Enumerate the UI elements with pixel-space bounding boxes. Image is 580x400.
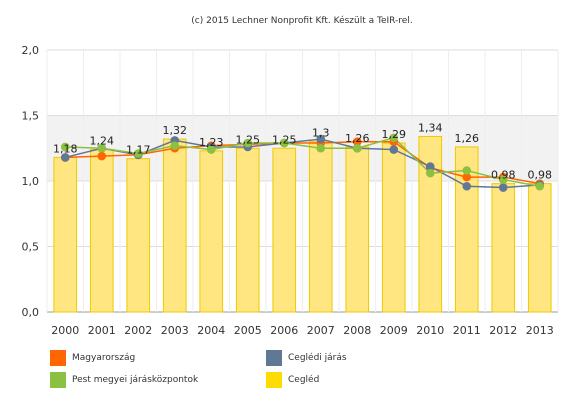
x-tick-label: 2013 bbox=[526, 324, 554, 337]
series-point-0 bbox=[352, 137, 362, 146]
legend-label-ceglédi-jaras: Ceglédi járás bbox=[288, 353, 347, 363]
y-tick-label: 2,0 bbox=[22, 44, 40, 57]
x-tick-label: 2003 bbox=[161, 324, 189, 337]
series-point-2 bbox=[97, 143, 107, 153]
bar-data-label: 0,98 bbox=[528, 169, 553, 182]
bar-cegled bbox=[345, 146, 370, 313]
x-tick-label: 2007 bbox=[307, 324, 335, 337]
series-point-2 bbox=[60, 142, 70, 152]
series-point-2 bbox=[389, 133, 399, 143]
credit-text: (c) 2015 Lechner Nonprofit Kft. Készült … bbox=[191, 15, 412, 26]
legend-swatch-magyarorszag bbox=[50, 350, 66, 366]
series-point-2 bbox=[170, 141, 180, 150]
series-point-1 bbox=[60, 153, 70, 162]
legend-label-pest-megyei: Pest megyei járásközpontok bbox=[72, 375, 199, 385]
series-point-2 bbox=[206, 145, 216, 154]
bar-data-label: 1,34 bbox=[418, 121, 443, 134]
bar-data-label: 1,26 bbox=[345, 132, 370, 145]
x-tick-label: 2000 bbox=[51, 324, 79, 337]
y-tick-label: 0,0 bbox=[22, 306, 40, 319]
bar-cegled bbox=[308, 141, 333, 313]
bar-data-label: 1,25 bbox=[272, 133, 297, 146]
y-tick-label: 1,0 bbox=[22, 175, 40, 188]
bar-data-label: 1,29 bbox=[382, 128, 407, 141]
x-tick-label: 2002 bbox=[124, 324, 152, 337]
x-tick-label: 2010 bbox=[416, 324, 444, 337]
series-point-2 bbox=[425, 168, 435, 178]
x-tick-label: 2001 bbox=[88, 324, 116, 337]
series-point-2 bbox=[352, 143, 362, 153]
series-point-0 bbox=[462, 172, 472, 182]
bar-cegled bbox=[162, 138, 187, 313]
bar-data-label: 0,98 bbox=[491, 169, 516, 182]
legend-swatch-cegled bbox=[266, 372, 282, 388]
x-tick-label: 2011 bbox=[453, 324, 481, 337]
series-point-2 bbox=[498, 175, 508, 184]
bar-cegled bbox=[491, 183, 516, 313]
plot-area: 0,0 0,5 1,0 1,5 2,0 2000 2001 2002 2003 2004 2005 2… bbox=[22, 44, 559, 337]
bar-cegled bbox=[199, 150, 224, 313]
series-point-2 bbox=[133, 149, 143, 158]
series-point-2 bbox=[462, 166, 472, 175]
bar-cegled bbox=[527, 183, 552, 313]
legend-item-magyarorszag[interactable]: Magyarország bbox=[50, 350, 135, 366]
bar-cegled bbox=[381, 142, 406, 313]
x-tick-label: 2008 bbox=[343, 324, 371, 337]
series-point-0 bbox=[97, 151, 107, 161]
x-tick-label: 2012 bbox=[489, 324, 517, 337]
legend-label-magyarorszag: Magyarország bbox=[72, 353, 136, 363]
legend-item-pest-megyei[interactable]: Pest megyei járásközpontok bbox=[50, 372, 198, 388]
bar-data-label: 1,26 bbox=[455, 132, 480, 145]
y-tick-label: 1,5 bbox=[22, 110, 40, 123]
bar-data-label: 1,18 bbox=[53, 142, 78, 155]
series-point-2 bbox=[535, 181, 545, 191]
x-tick-label: 2004 bbox=[197, 324, 225, 337]
bar-cegled bbox=[89, 149, 114, 313]
series-point-2 bbox=[243, 138, 253, 148]
x-tick-label: 2005 bbox=[234, 324, 262, 337]
series-point-2 bbox=[279, 138, 289, 148]
series-point-1 bbox=[316, 134, 326, 144]
series-line-0 bbox=[65, 140, 540, 185]
bar-cegled bbox=[53, 156, 78, 313]
bar-data-label: 1,25 bbox=[236, 133, 261, 146]
bar-cegled bbox=[418, 135, 443, 313]
y-tick-label: 0,5 bbox=[22, 241, 40, 254]
series-point-1 bbox=[389, 145, 399, 154]
series-point-2 bbox=[316, 143, 326, 153]
legend-item-ceglédi-jaras[interactable]: Ceglédi járás bbox=[266, 350, 347, 366]
bar-data-label: 1,23 bbox=[199, 136, 224, 149]
bar-data-label: 1,17 bbox=[126, 144, 151, 157]
legend-item-cegled[interactable]: Cegléd bbox=[266, 372, 319, 388]
x-tick-label: 2009 bbox=[380, 324, 408, 337]
series-point-1 bbox=[462, 181, 472, 191]
bar-data-label: 1,32 bbox=[163, 124, 188, 137]
legend-swatch-pest-megyei bbox=[50, 372, 66, 388]
bar-cegled bbox=[272, 147, 297, 313]
bar-cegled bbox=[454, 146, 479, 313]
bar-data-label: 1,24 bbox=[90, 135, 115, 148]
legend: Magyarország Ceglédi járás Pest megyei j… bbox=[0, 344, 580, 400]
chart: (c) 2015 Lechner Nonprofit Kft. Készült … bbox=[22, 15, 559, 337]
bar-data-label: 1,3 bbox=[312, 127, 330, 140]
bar-cegled bbox=[235, 147, 260, 313]
legend-swatch-ceglédi-jaras bbox=[266, 350, 282, 366]
series-point-1 bbox=[425, 162, 435, 171]
bar-cegled bbox=[126, 158, 151, 313]
series-point-1 bbox=[498, 183, 508, 192]
legend-label-cegled: Cegléd bbox=[288, 375, 320, 385]
x-tick-label: 2006 bbox=[270, 324, 298, 337]
series-line-2 bbox=[65, 136, 540, 187]
